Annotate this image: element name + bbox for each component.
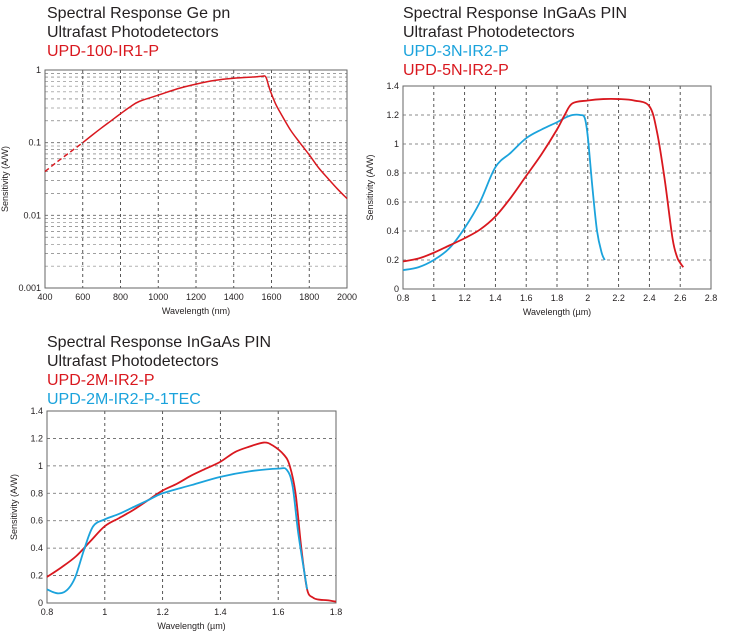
y-tick-label: 0 xyxy=(38,598,43,608)
y-tick-label: 0.6 xyxy=(386,197,399,207)
x-axis-label: Wavelength (nm) xyxy=(162,306,230,316)
y-axis-label: Sensitivity (A/W) xyxy=(9,474,19,540)
y-tick-label: 1 xyxy=(38,461,43,471)
series-upd-2m-ir2-p xyxy=(46,441,337,603)
series-upd-100-ir1-p-dashed xyxy=(44,142,84,173)
chart-ingaas-2m-title-line1: Spectral Response InGaAs PIN xyxy=(47,334,272,351)
chart-ingaas-ext-grid xyxy=(403,86,711,289)
y-tick-label: 1.2 xyxy=(30,433,43,443)
x-tick-label: 1 xyxy=(431,293,436,303)
y-tick-label: 0.4 xyxy=(386,226,399,236)
x-tick-label: 1.2 xyxy=(458,293,471,303)
y-tick-label: 1.4 xyxy=(30,406,43,416)
y-tick-label: 0.2 xyxy=(30,571,43,581)
y-tick-label: 0.01 xyxy=(23,210,41,220)
x-tick-label: 1 xyxy=(102,607,107,617)
x-tick-label: 1000 xyxy=(148,292,168,302)
x-tick-label: 1200 xyxy=(186,292,206,302)
y-tick-label: 0.001 xyxy=(18,283,41,293)
chart-ingaas-ext-title-line1: Spectral Response InGaAs PIN xyxy=(403,5,628,22)
chart-ge-plot-frame xyxy=(44,69,348,289)
x-tick-label: 400 xyxy=(37,292,52,302)
chart-ingaas-2m-legend-upd-2m: UPD-2M-IR2-P xyxy=(47,372,155,389)
x-tick-label: 1600 xyxy=(261,292,281,302)
x-tick-label: 1.4 xyxy=(214,607,227,617)
chart-ge-grid xyxy=(45,70,347,288)
x-axis-label: Wavelength (µm) xyxy=(523,307,591,317)
y-tick-label: 1.2 xyxy=(386,110,399,120)
y-axis-label: Sensitivity (A/W) xyxy=(0,146,10,212)
y-tick-label: 0.4 xyxy=(30,543,43,553)
chart-ingaas-ext-legend-upd-5n: UPD-5N-IR2-P xyxy=(403,62,509,79)
chart-ingaas-2m-title-block: Spectral Response InGaAs PIN Ultrafast P… xyxy=(47,333,271,409)
y-tick-label: 0.1 xyxy=(28,138,41,148)
x-tick-label: 1.8 xyxy=(330,607,343,617)
x-tick-label: 1800 xyxy=(299,292,319,302)
chart-ge-title-line2: Ultrafast Photodetectors xyxy=(47,24,219,41)
chart-ge-legend-upd-100: UPD-100-IR1-P xyxy=(47,43,160,60)
y-axis-label: Sensitivity (A/W) xyxy=(365,154,375,220)
x-tick-label: 800 xyxy=(113,292,128,302)
x-tick-label: 1.2 xyxy=(156,607,169,617)
chart-ge-title-block: Spectral Response Ge pn Ultrafast Photod… xyxy=(47,4,230,61)
chart-ingaas-ext: 0.8 1 1.2 1.4 1.6 1.8 2 2.2 2.4 2.6 2.8 0 0.2 0.4 0.6 0… xyxy=(365,81,717,317)
x-tick-label: 2000 xyxy=(337,292,357,302)
x-tick-label: 1400 xyxy=(224,292,244,302)
x-tick-label: 600 xyxy=(75,292,90,302)
chart-ge: 400 600 800 1000 1200 1400 1600 1800 2000 0.001 0.… xyxy=(0,65,357,316)
series-upd-5n-ir2-p xyxy=(402,97,685,268)
x-tick-label: 1.4 xyxy=(489,293,502,303)
y-tick-label: 1 xyxy=(36,65,41,75)
chart-ingaas-ext-title-block: Spectral Response InGaAs PIN Ultrafast P… xyxy=(403,4,627,80)
x-tick-label: 1.8 xyxy=(551,293,564,303)
y-tick-label: 0.8 xyxy=(30,488,43,498)
chart-ingaas-ext-legend-upd-3n: UPD-3N-IR2-P xyxy=(403,43,509,60)
y-tick-label: 1 xyxy=(394,139,399,149)
x-tick-label: 0.8 xyxy=(41,607,54,617)
x-tick-label: 1.6 xyxy=(520,293,533,303)
chart-ingaas-2m-grid xyxy=(47,411,336,603)
x-tick-label: 2.6 xyxy=(674,293,687,303)
y-tick-label: 0.6 xyxy=(30,516,43,526)
chart-ingaas-ext-title-line2: Ultrafast Photodetectors xyxy=(403,24,575,41)
chart-ingaas-2m-plot-frame xyxy=(46,410,337,604)
x-tick-label: 2.4 xyxy=(643,293,656,303)
series-upd-100-ir1-p xyxy=(82,75,348,200)
chart-ingaas-ext-plot-frame xyxy=(402,85,712,290)
chart-ingaas-2m-title-line2: Ultrafast Photodetectors xyxy=(47,353,219,370)
x-tick-label: 2.8 xyxy=(705,293,718,303)
x-axis-label: Wavelength (µm) xyxy=(157,621,225,631)
chart-ge-title-line1: Spectral Response Ge pn xyxy=(47,5,231,22)
x-tick-label: 1.6 xyxy=(272,607,285,617)
y-tick-label: 0.2 xyxy=(386,255,399,265)
y-tick-label: 1.4 xyxy=(386,81,399,91)
series-upd-2m-ir2-p-1tec xyxy=(46,467,308,595)
x-tick-label: 2 xyxy=(585,293,590,303)
series-upd-3n-ir2-p xyxy=(402,113,606,272)
chart-ingaas-2m-legend-upd-2m-1tec: UPD-2M-IR2-P-1TEC xyxy=(47,391,201,408)
y-tick-label: 0 xyxy=(394,284,399,294)
x-tick-label: 0.8 xyxy=(397,293,410,303)
chart-ingaas-2m: 0.8 1 1.2 1.4 1.6 1.8 0 0.2 0.4 0.6 0.8 1 1.2 1.4 Wave… xyxy=(9,406,342,631)
y-tick-label: 0.8 xyxy=(386,168,399,178)
x-tick-label: 2.2 xyxy=(612,293,625,303)
